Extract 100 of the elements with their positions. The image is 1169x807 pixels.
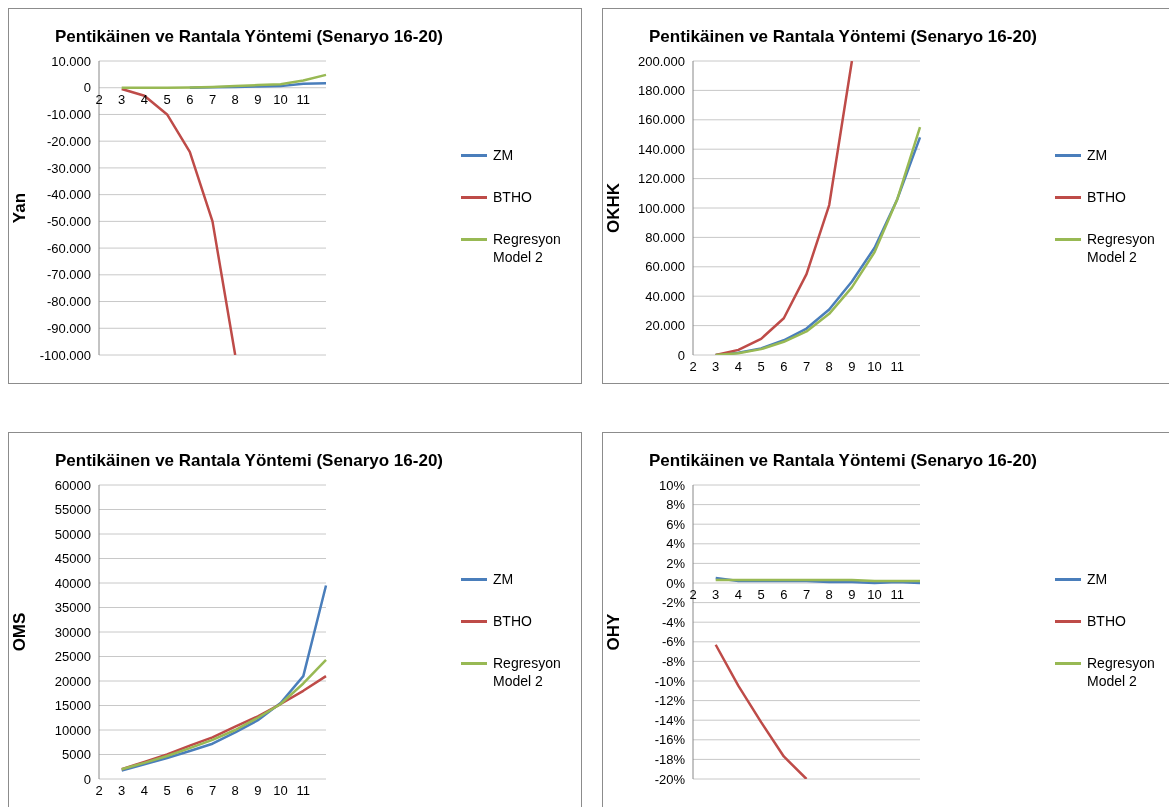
x-tick-label: 5 (163, 783, 171, 798)
x-tick-label: 9 (848, 587, 856, 602)
y-tick-label: 60.000 (645, 259, 685, 275)
x-tick-label: 4 (140, 783, 149, 798)
x-tick-label: 10 (273, 91, 288, 107)
y-tick-label: 60000 (54, 477, 91, 493)
y-tick-label: 2% (666, 556, 686, 572)
legend-label: BTHO (1087, 612, 1126, 630)
y-tick-label: 0 (677, 347, 685, 363)
line-series (120, 87, 237, 355)
y-axis-title: OKHK (604, 182, 624, 234)
x-tick-label: 5 (757, 359, 765, 374)
y-tick-label: 5000 (62, 747, 91, 763)
x-tick-label: 3 (712, 587, 720, 602)
x-tick-label: 10 (273, 783, 288, 798)
legend-label: BTHO (493, 188, 532, 206)
y-tick-label: 100.000 (638, 200, 685, 216)
x-tick-label: 3 (118, 783, 126, 798)
x-tick-label: 3 (712, 359, 720, 374)
y-tick-label: 40.000 (645, 288, 685, 304)
x-tick-label: 6 (780, 359, 788, 374)
y-tick-label: 200.000 (638, 53, 685, 69)
y-tick-label: -20% (654, 771, 686, 787)
y-tick-label: -18% (654, 752, 686, 768)
y-axis-title: OMS (10, 612, 30, 652)
y-tick-label: -14% (654, 712, 686, 728)
y-tick-label: -20.000 (46, 133, 91, 149)
chart-title: Pentikäinen ve Rantala Yöntemi (Senaryo 16-20) (648, 27, 1038, 48)
y-tick-label: 40000 (54, 575, 91, 591)
x-tick-label: 6 (186, 91, 194, 107)
y-tick-label: 15000 (54, 698, 91, 714)
y-axis-title: Yan (10, 192, 30, 224)
y-tick-label: 30000 (54, 624, 91, 640)
y-tick-label: -40.000 (46, 187, 91, 203)
x-tick-label: 2 (95, 91, 103, 107)
x-tick-label: 11 (890, 587, 905, 602)
y-tick-label: -6% (661, 634, 686, 650)
legend-label: BTHO (1087, 188, 1126, 206)
chart-title: Pentikäinen ve Rantala Yöntemi (Senaryo 16-20) (54, 27, 444, 48)
legend-label: ZM (1087, 570, 1108, 588)
x-tick-label: 4 (734, 359, 743, 374)
x-tick-label: 8 (231, 783, 239, 798)
x-tick-label: 8 (825, 359, 833, 374)
x-tick-label: 11 (296, 91, 311, 107)
x-tick-label: 4 (734, 587, 743, 602)
line-series (120, 584, 328, 772)
legend-label: Regresyon Model 2 (493, 230, 562, 266)
x-tick-label: 11 (296, 783, 311, 798)
y-tick-label: 180.000 (638, 83, 685, 99)
y-tick-label: 35000 (54, 600, 91, 616)
y-tick-label: 10000 (54, 722, 91, 738)
y-tick-label: -70.000 (46, 267, 91, 283)
y-tick-label: 120.000 (638, 171, 685, 187)
x-tick-label: 6 (186, 783, 194, 798)
x-tick-label: 11 (890, 359, 905, 374)
x-tick-label: 10 (867, 359, 882, 374)
line-series (120, 73, 328, 89)
x-tick-label: 2 (689, 587, 697, 602)
x-tick-label: 8 (231, 91, 239, 107)
x-tick-label: 7 (802, 587, 811, 602)
y-tick-label: 160.000 (638, 112, 685, 128)
x-tick-label: 7 (802, 359, 811, 374)
y-tick-label: -30.000 (46, 160, 91, 176)
y-tick-label: -90.000 (46, 320, 91, 336)
y-tick-label: -2% (661, 595, 686, 611)
y-tick-label: 140.000 (638, 141, 685, 157)
y-tick-label: 6% (666, 516, 686, 532)
x-tick-label: 9 (254, 91, 262, 107)
y-tick-label: -10% (654, 673, 686, 689)
x-tick-label: 2 (95, 783, 103, 798)
x-tick-label: 7 (208, 783, 217, 798)
y-tick-label: -100.000 (39, 347, 91, 363)
y-tick-label: -50.000 (46, 213, 91, 229)
legend-label: Regresyon Model 2 (1087, 654, 1156, 690)
y-tick-label: 4% (666, 536, 686, 552)
y-tick-label: 20.000 (645, 318, 685, 334)
legend-label: ZM (1087, 146, 1108, 164)
legend-label: Regresyon Model 2 (493, 654, 562, 690)
y-axis-title: OHY (604, 612, 624, 651)
y-tick-label: -60.000 (46, 240, 91, 256)
y-tick-label: 8% (666, 497, 686, 513)
legend-label: ZM (493, 146, 514, 164)
y-tick-label: 25000 (54, 649, 91, 665)
y-tick-label: 0% (666, 575, 686, 591)
x-tick-label: 9 (254, 783, 262, 798)
y-tick-label: 0 (83, 80, 91, 96)
x-tick-label: 8 (825, 587, 833, 602)
y-tick-label: 10.000 (51, 53, 91, 69)
x-tick-label: 2 (689, 359, 697, 374)
x-tick-label: 6 (780, 587, 788, 602)
y-tick-label: 0 (83, 771, 91, 787)
legend-label: Regresyon Model 2 (1087, 230, 1156, 266)
y-tick-label: 50000 (54, 526, 91, 542)
chart-title: Pentikäinen ve Rantala Yöntemi (Senaryo 16-20) (648, 451, 1038, 472)
y-tick-label: -4% (661, 614, 686, 630)
y-tick-label: -10.000 (46, 107, 91, 123)
x-tick-label: 9 (848, 359, 856, 374)
x-tick-label: 10 (867, 587, 882, 602)
y-tick-label: 10% (658, 477, 686, 493)
y-tick-label: -80.000 (46, 294, 91, 310)
